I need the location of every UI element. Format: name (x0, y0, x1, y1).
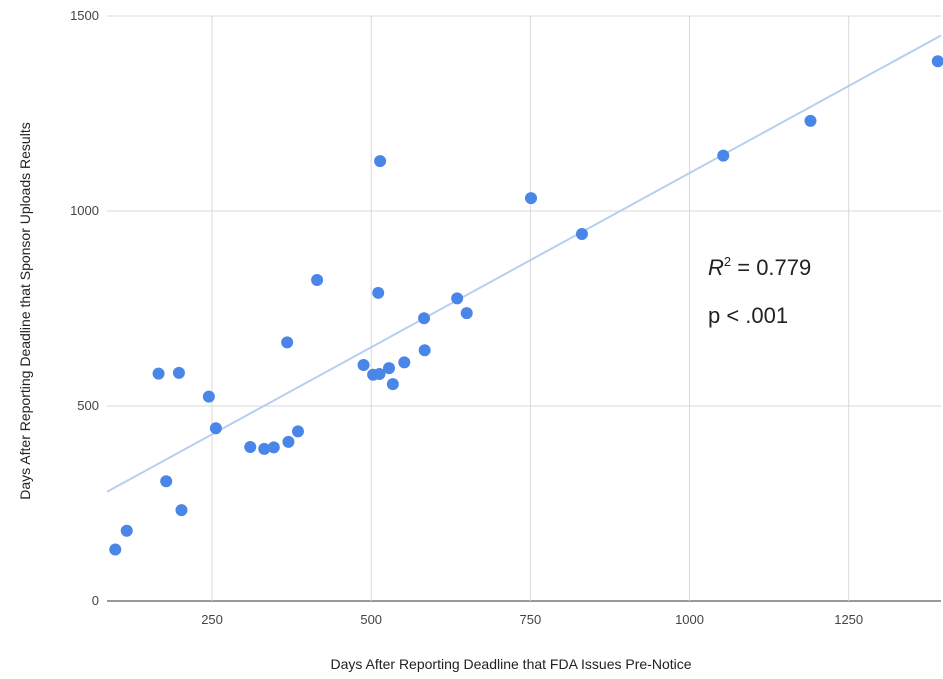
data-point (291, 425, 304, 438)
data-point (451, 292, 464, 305)
data-point (383, 362, 396, 375)
data-point (398, 356, 411, 369)
data-point (172, 366, 185, 379)
data-point (202, 390, 215, 403)
data-point (258, 442, 271, 455)
data-point (175, 504, 188, 517)
data-point (109, 543, 122, 556)
trendline-group (106, 34, 942, 493)
gridlines (107, 15, 941, 602)
r-squared-annotation: R2 = 0.779 (708, 254, 811, 280)
x-tick-label: 1250 (834, 612, 863, 627)
y-tick-label: 500 (77, 398, 99, 413)
data-point (418, 344, 431, 357)
data-point (460, 307, 473, 320)
y-tick-label: 1500 (70, 8, 99, 23)
data-point (209, 422, 222, 435)
tick-labels: 0 500 1000 1500 250 500 750 1000 1250 (70, 8, 863, 627)
y-tick-label: 1000 (70, 203, 99, 218)
data-point (244, 440, 257, 453)
data-point (386, 378, 399, 391)
r-squared-value: = 0.779 (731, 255, 811, 280)
data-point (160, 475, 173, 488)
data-point (152, 367, 165, 380)
r-squared-symbol: R (708, 255, 724, 280)
x-tick-label: 750 (520, 612, 542, 627)
data-point (373, 368, 386, 381)
data-point (717, 149, 730, 162)
data-point (120, 524, 133, 537)
x-axis-title: Days After Reporting Deadline that FDA I… (330, 656, 691, 672)
data-point (804, 114, 817, 127)
p-value-annotation: p < .001 (708, 303, 788, 328)
x-tick-label: 500 (360, 612, 382, 627)
x-tick-label: 1000 (675, 612, 704, 627)
data-point (281, 336, 294, 349)
data-point (374, 155, 387, 168)
data-point (575, 228, 588, 241)
trendline (106, 34, 942, 493)
data-point (418, 312, 431, 325)
y-tick-label: 0 (92, 593, 99, 608)
data-point (372, 286, 385, 299)
data-point (357, 359, 370, 372)
data-points (109, 55, 943, 556)
data-point (282, 435, 295, 448)
x-tick-label: 250 (201, 612, 223, 627)
data-point (311, 274, 324, 287)
y-axis-title: Days After Reporting Deadline that Spons… (17, 122, 33, 499)
r-squared-exponent: 2 (724, 254, 731, 269)
data-point (525, 192, 538, 205)
data-point (267, 441, 280, 454)
data-point (931, 55, 943, 68)
